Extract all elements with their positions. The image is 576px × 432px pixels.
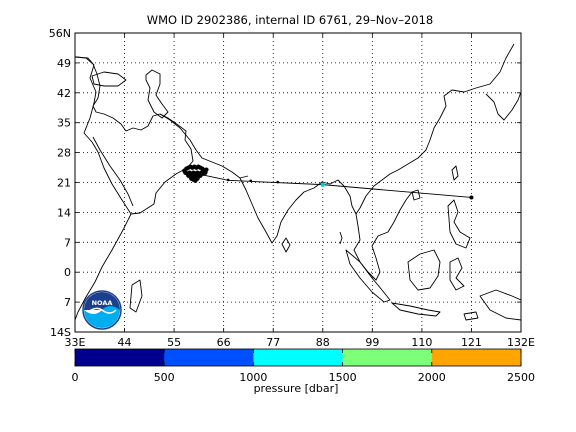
last-profile-marker (469, 195, 474, 200)
hainan (411, 189, 421, 201)
x-tick-label: 66 (217, 336, 231, 349)
colorbar-tick-label: 1500 (329, 371, 357, 384)
caspian-sea (145, 69, 169, 119)
coastline-indochina (353, 191, 413, 281)
colorbar-label: pressure [dbar] (254, 382, 339, 395)
y-tick-label: 28 (57, 147, 71, 160)
map-panel: 33E 44 55 66 77 88 99 110 121 132E56N494235282114… (49, 27, 535, 349)
coastline-india (239, 43, 515, 244)
profile-marker (204, 167, 209, 172)
x-tick-label: 132E (507, 336, 535, 349)
borneo (407, 249, 441, 291)
x-tick-label: 88 (316, 336, 330, 349)
y-tick-label: 0 (64, 266, 71, 279)
colorbar-tick-label: 2500 (507, 371, 535, 384)
colorbar: 0 500 1000 1500 2000 2500 (72, 348, 535, 384)
colorbar-segment (75, 349, 165, 366)
timor (463, 311, 479, 321)
y-tick-label: 7 (64, 236, 71, 249)
sulawesi (449, 257, 465, 291)
map-ticks: 33E 44 55 66 77 88 99 110 121 132E56N494235282114… (49, 27, 535, 349)
y-tick-label: 35 (57, 117, 71, 130)
y-tick-label: 42 (57, 87, 71, 100)
y-tick-label: 56N (49, 27, 71, 40)
andaman-islands (339, 231, 343, 245)
colorbar-frame (74, 348, 522, 367)
y-tick-label: 14 (57, 206, 71, 219)
profile-marker (276, 180, 280, 184)
x-tick-label: 121 (461, 336, 482, 349)
madagascar (129, 279, 143, 313)
y-tick-label: 14S (50, 326, 71, 339)
y-tick-label: 21 (57, 177, 71, 190)
colorbar-segment (253, 349, 344, 366)
x-tick-label: 110 (411, 336, 432, 349)
noaa-logo-icon: NOAA (82, 290, 122, 330)
x-tick-label: 55 (167, 336, 181, 349)
taiwan (451, 165, 459, 181)
y-tick-label: 7 (64, 296, 71, 309)
profile-marker (189, 176, 194, 181)
profile-marker (249, 179, 252, 183)
colorbar-segment (342, 349, 433, 366)
profile-marker (226, 178, 230, 182)
colorbar-tick-label: 2000 (418, 371, 446, 384)
black-sea (91, 71, 127, 87)
colorbar-segment (431, 349, 522, 366)
x-tick-label: 44 (118, 336, 132, 349)
coastline-africa-arabia (75, 56, 194, 215)
profile-marker (195, 176, 200, 181)
java (391, 302, 441, 317)
colorbar-tick-label: 1000 (239, 371, 267, 384)
colorbar-tick-label: 500 (154, 371, 175, 384)
coastline-east-africa (75, 213, 132, 321)
float-track (182, 164, 474, 200)
colorbar-segment (164, 349, 254, 366)
philippines (447, 199, 471, 249)
profile-marker (198, 173, 203, 178)
korea-japan (485, 91, 521, 121)
coastline-iran (159, 113, 249, 179)
coastline-red-sea (92, 136, 134, 207)
logo-text: NOAA (92, 299, 113, 307)
profile-marker-pressure (320, 182, 325, 187)
y-tick-label: 49 (57, 57, 71, 70)
x-tick-label: 99 (365, 336, 379, 349)
sumatra (345, 249, 391, 303)
new-guinea (479, 289, 521, 321)
track-line (192, 172, 472, 198)
chart-title: WMO ID 2902386, internal ID 6761, 29–Nov… (147, 13, 434, 27)
x-tick-label: 33E (65, 336, 86, 349)
sri-lanka (281, 237, 291, 253)
x-tick-label: 77 (266, 336, 280, 349)
colorbar-tick-label: 0 (72, 371, 79, 384)
coastlines (75, 43, 521, 321)
map-background (75, 33, 521, 332)
